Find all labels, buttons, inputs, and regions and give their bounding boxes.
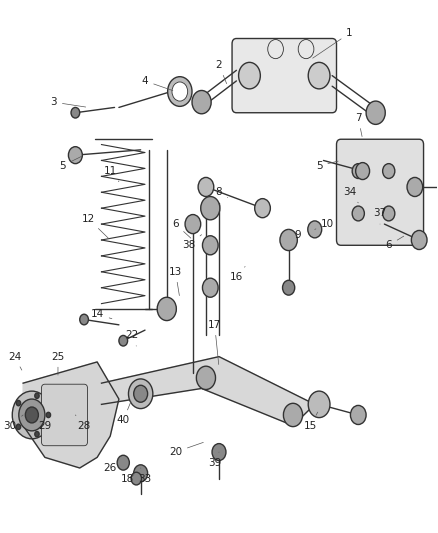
Text: 22: 22 (125, 330, 138, 346)
Circle shape (239, 62, 260, 89)
Circle shape (202, 236, 218, 255)
Circle shape (283, 280, 295, 295)
Circle shape (35, 393, 39, 399)
Text: 12: 12 (82, 214, 108, 238)
Circle shape (80, 314, 88, 325)
Circle shape (172, 82, 187, 101)
Text: 16: 16 (230, 266, 245, 282)
FancyBboxPatch shape (232, 38, 336, 113)
Circle shape (366, 101, 385, 124)
Text: 13: 13 (169, 267, 182, 296)
Circle shape (168, 77, 192, 107)
FancyBboxPatch shape (336, 139, 424, 245)
Circle shape (117, 455, 129, 470)
Circle shape (196, 366, 215, 390)
Circle shape (134, 385, 148, 402)
Circle shape (352, 164, 364, 179)
Circle shape (308, 62, 330, 89)
Circle shape (25, 407, 39, 423)
Circle shape (157, 297, 177, 320)
Circle shape (68, 147, 82, 164)
Circle shape (192, 91, 211, 114)
Circle shape (280, 229, 297, 251)
Text: 18: 18 (121, 474, 134, 483)
Circle shape (283, 403, 303, 426)
Circle shape (407, 177, 423, 197)
Circle shape (202, 278, 218, 297)
Circle shape (383, 164, 395, 179)
Text: 40: 40 (117, 402, 131, 425)
Text: 6: 6 (172, 219, 191, 238)
Text: 5: 5 (316, 161, 338, 171)
Circle shape (352, 206, 364, 221)
Circle shape (71, 108, 80, 118)
Circle shape (383, 206, 395, 221)
Circle shape (46, 413, 50, 418)
Circle shape (356, 163, 370, 180)
Text: 6: 6 (385, 236, 404, 251)
Text: 39: 39 (208, 452, 221, 467)
Text: 26: 26 (103, 457, 119, 473)
Circle shape (19, 399, 45, 431)
Polygon shape (23, 362, 119, 468)
Text: 33: 33 (138, 468, 152, 483)
Circle shape (35, 432, 39, 437)
Circle shape (16, 424, 21, 430)
Text: 8: 8 (215, 187, 228, 198)
Text: 28: 28 (75, 415, 91, 431)
Circle shape (350, 406, 366, 424)
Text: 25: 25 (51, 352, 64, 375)
Text: 7: 7 (355, 113, 362, 136)
Text: 11: 11 (103, 166, 119, 182)
Circle shape (131, 472, 141, 485)
Text: 24: 24 (8, 352, 22, 370)
Circle shape (411, 230, 427, 249)
Circle shape (254, 199, 270, 217)
Text: 34: 34 (343, 187, 358, 203)
Text: 37: 37 (374, 208, 387, 224)
Circle shape (128, 379, 153, 409)
Text: 3: 3 (50, 97, 86, 107)
Text: 15: 15 (304, 412, 318, 431)
Polygon shape (102, 357, 315, 425)
Text: 20: 20 (169, 442, 203, 457)
Circle shape (308, 221, 322, 238)
Circle shape (12, 391, 51, 439)
Text: 10: 10 (315, 219, 334, 229)
Circle shape (119, 335, 127, 346)
Text: 14: 14 (91, 309, 112, 319)
Circle shape (198, 177, 214, 197)
Text: 29: 29 (38, 415, 52, 431)
Text: 5: 5 (59, 156, 81, 171)
Circle shape (212, 443, 226, 461)
Circle shape (16, 400, 21, 406)
Text: 2: 2 (215, 60, 226, 84)
Text: 9: 9 (289, 229, 300, 240)
Circle shape (201, 197, 220, 220)
Text: 38: 38 (182, 235, 201, 251)
Circle shape (134, 465, 148, 482)
Text: 1: 1 (313, 28, 353, 58)
Text: 30: 30 (4, 415, 23, 431)
FancyBboxPatch shape (42, 384, 88, 446)
Text: 17: 17 (208, 320, 221, 365)
Circle shape (185, 215, 201, 233)
Text: 4: 4 (142, 76, 173, 91)
Circle shape (308, 391, 330, 418)
